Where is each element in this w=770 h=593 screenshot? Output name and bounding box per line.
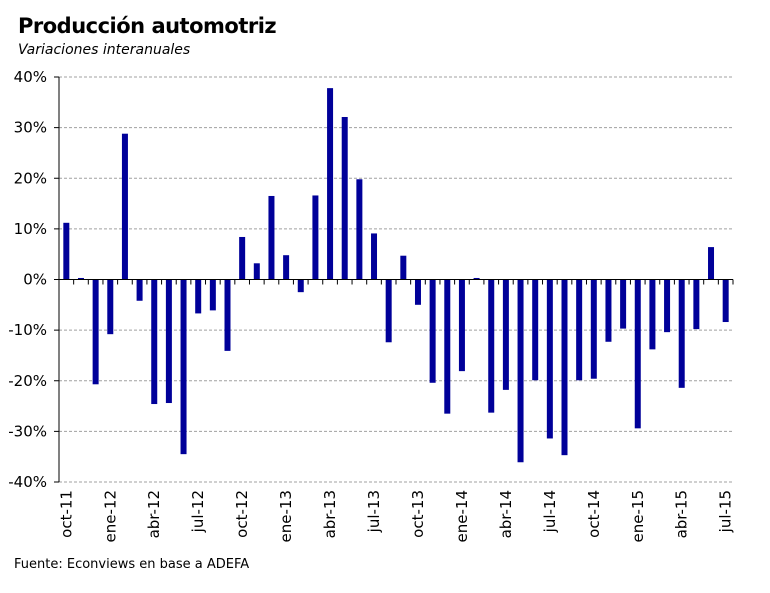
x-tick-label: ene-12 <box>101 490 119 542</box>
bar <box>151 279 158 405</box>
bar <box>136 279 143 301</box>
bar <box>400 255 407 280</box>
x-tick-label: ene-15 <box>629 490 647 542</box>
bar <box>371 233 378 280</box>
chart-subtitle: Variaciones interanuales <box>18 42 191 58</box>
bar <box>502 279 509 390</box>
bar <box>268 195 275 280</box>
x-tick-label: ene-14 <box>453 490 471 542</box>
x-tick-label: oct-12 <box>233 490 251 538</box>
bar <box>414 279 421 305</box>
bar <box>429 279 436 383</box>
y-tick-label: -30% <box>8 422 47 440</box>
bar <box>63 222 70 280</box>
bar <box>458 279 465 372</box>
bar <box>517 279 524 463</box>
bar <box>664 279 671 333</box>
bar <box>620 279 627 329</box>
chart-title: Producción automotriz <box>18 14 277 38</box>
bar <box>634 279 641 429</box>
x-tick-label: jul-13 <box>365 490 383 533</box>
bar <box>180 279 187 455</box>
y-tick-label: 30% <box>14 119 47 137</box>
bar <box>165 279 172 404</box>
x-tick-label: oct-11 <box>57 490 75 538</box>
bar <box>488 279 495 413</box>
x-tick-label: jul-14 <box>541 490 559 533</box>
source-note: Fuente: Econviews en base a ADEFA <box>14 557 250 572</box>
bar <box>546 279 553 439</box>
x-tick-label: oct-14 <box>585 490 603 538</box>
bar <box>708 247 715 280</box>
bar <box>561 279 568 456</box>
bar <box>121 133 128 280</box>
x-tick-label: abr-13 <box>321 490 339 538</box>
y-tick-label: 40% <box>14 68 47 86</box>
bar <box>253 263 260 280</box>
x-tick-label: oct-13 <box>409 490 427 538</box>
bar <box>327 88 334 280</box>
x-tick-label: jul-12 <box>189 490 207 533</box>
x-tick-label: ene-13 <box>277 490 295 542</box>
bar <box>678 279 685 388</box>
x-tick-label: jul-15 <box>717 490 735 533</box>
bar <box>107 279 114 335</box>
y-tick-label: -40% <box>8 473 47 491</box>
bar <box>532 279 539 381</box>
bar <box>385 279 392 343</box>
bar <box>722 279 729 323</box>
bar <box>283 255 290 280</box>
bar <box>297 279 304 293</box>
x-tick-label: abr-14 <box>497 490 515 538</box>
bar <box>576 279 583 381</box>
y-tick-label: 0% <box>23 271 47 289</box>
bar <box>92 279 99 385</box>
bar <box>224 279 231 351</box>
bar <box>590 279 597 379</box>
y-tick-label: 10% <box>14 220 47 238</box>
y-tick-label: -10% <box>8 321 47 339</box>
bar <box>341 116 348 280</box>
bar <box>195 279 202 314</box>
x-tick-label: abr-12 <box>145 490 163 538</box>
y-tick-label: 20% <box>14 169 47 187</box>
bar <box>473 277 480 280</box>
bar <box>356 179 363 280</box>
x-tick-label: abr-15 <box>673 490 691 538</box>
bar <box>312 195 319 280</box>
y-tick-label: -20% <box>8 372 47 390</box>
bar <box>77 277 84 280</box>
bar <box>649 279 656 350</box>
bar <box>444 279 451 414</box>
bar <box>693 279 700 330</box>
bar <box>605 279 612 342</box>
bar <box>239 236 246 280</box>
bar <box>209 279 216 311</box>
